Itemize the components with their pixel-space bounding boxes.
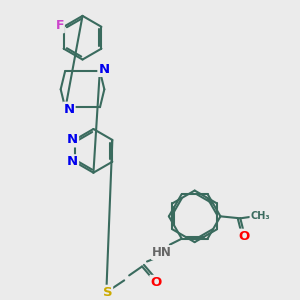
Text: S: S (103, 286, 112, 299)
Text: N: N (67, 134, 78, 146)
Text: N: N (98, 63, 110, 76)
Text: O: O (239, 230, 250, 243)
Text: HN: HN (152, 246, 172, 259)
Text: N: N (64, 103, 75, 116)
Text: F: F (56, 19, 64, 32)
Text: N: N (67, 155, 78, 168)
Text: O: O (150, 276, 162, 289)
Text: CH₃: CH₃ (250, 211, 270, 221)
